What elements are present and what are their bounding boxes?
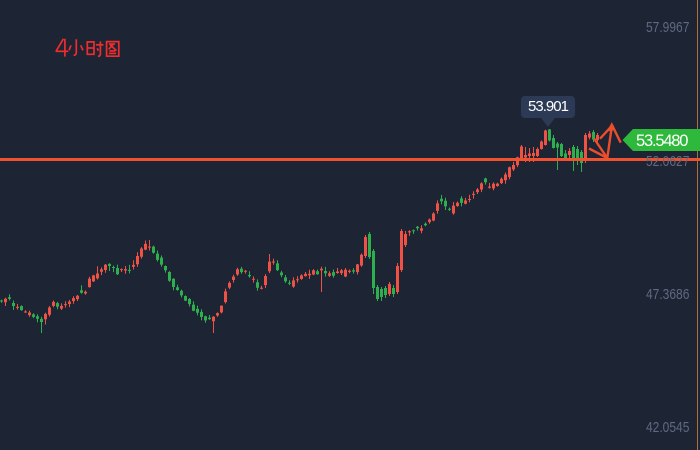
svg-text:53.5480: 53.5480 bbox=[636, 132, 688, 150]
